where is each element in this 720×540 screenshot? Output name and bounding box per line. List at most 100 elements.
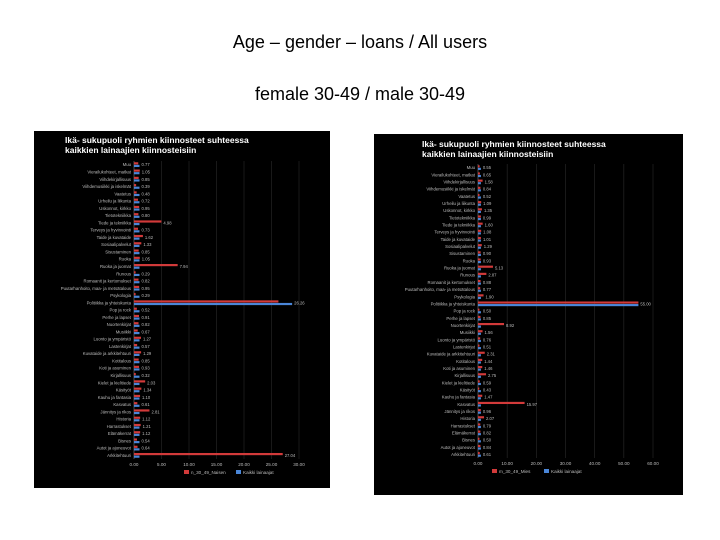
data-label: 0.99 bbox=[483, 215, 492, 220]
y-category-label: Koti ja asuminen bbox=[99, 366, 131, 371]
y-category-label: Tietotekniikka bbox=[105, 213, 132, 218]
bar-group bbox=[478, 186, 481, 189]
bar-all-users bbox=[478, 217, 481, 221]
bar-group bbox=[134, 213, 139, 216]
y-category-label: Viihdemusiikki ja iskelmät bbox=[426, 187, 475, 192]
y-category-label: Kotitalous bbox=[112, 358, 131, 363]
x-tick-label: 30.00 bbox=[293, 462, 305, 467]
data-label: 26.26 bbox=[294, 300, 305, 305]
bar-group bbox=[478, 301, 639, 304]
data-label: 0.73 bbox=[142, 228, 151, 233]
x-tick-label: 60.00 bbox=[647, 461, 659, 466]
data-label: 1.12 bbox=[142, 417, 151, 422]
y-category-label: Muu bbox=[123, 162, 132, 167]
data-label: 1.44 bbox=[484, 359, 493, 364]
y-category-label: Elämäkerrat bbox=[108, 431, 132, 436]
slide-subtitle: female 30-49 / male 30-49 bbox=[254, 84, 466, 104]
bar-group bbox=[134, 416, 141, 419]
bar-group bbox=[478, 193, 480, 197]
data-label: 0.88 bbox=[483, 280, 492, 285]
bar-group bbox=[134, 176, 139, 179]
data-label: 15.97 bbox=[527, 402, 538, 407]
data-label: 0.29 bbox=[142, 293, 151, 298]
y-category-label: Viihdemusiikki ja iskelmät bbox=[82, 184, 131, 189]
bar-all-users bbox=[134, 346, 140, 349]
bar-group bbox=[134, 358, 139, 361]
data-label: 0.54 bbox=[142, 438, 151, 443]
bar-all-users bbox=[478, 382, 481, 386]
bar-group bbox=[478, 401, 525, 405]
bar-all-users bbox=[134, 310, 140, 313]
data-label: 0.65 bbox=[483, 172, 492, 177]
bar-all-users bbox=[134, 419, 140, 422]
data-label: 1.58 bbox=[485, 180, 494, 185]
y-category-label: Sisustaminen bbox=[449, 251, 475, 256]
y-category-label: Autot ja ajoneuvot bbox=[441, 445, 476, 450]
bar-all-users bbox=[134, 172, 140, 175]
bar-all-users bbox=[134, 368, 140, 371]
bar-all-users bbox=[478, 210, 481, 213]
bar-group bbox=[478, 380, 480, 383]
bar-all-users bbox=[478, 232, 481, 235]
y-category-label: Bisnes bbox=[118, 438, 131, 443]
bar-all-users bbox=[134, 441, 140, 444]
bar-group bbox=[478, 351, 485, 354]
y-category-label: Tiede ja tekniikka bbox=[442, 223, 476, 228]
bar-group bbox=[134, 307, 137, 310]
bar-group bbox=[134, 423, 141, 427]
bar-all-users bbox=[478, 404, 481, 407]
bar-all-users bbox=[478, 196, 481, 199]
bar-all-users bbox=[478, 203, 481, 206]
bar-group bbox=[478, 330, 483, 333]
y-category-label: Luonto ja ympäristö bbox=[94, 337, 132, 342]
y-category-label: Muu bbox=[467, 165, 476, 170]
bar-group bbox=[134, 242, 142, 245]
data-label: 0.43 bbox=[483, 387, 492, 392]
bar-group bbox=[478, 236, 481, 240]
data-label: 1.33 bbox=[143, 242, 152, 247]
bar-group bbox=[478, 423, 481, 426]
bar-all-users bbox=[478, 361, 481, 364]
y-category-label: Sosiaalipalvelut bbox=[445, 244, 476, 249]
bar-group bbox=[134, 394, 141, 398]
y-category-label: Elämäkerrat bbox=[452, 431, 476, 436]
data-label: 1.05 bbox=[142, 170, 151, 175]
bar-all-users bbox=[134, 281, 140, 284]
y-category-label: Historia bbox=[116, 417, 131, 422]
y-category-label: Autot ja ajoneuvot bbox=[97, 446, 132, 451]
bar-group bbox=[478, 172, 480, 175]
bar-all-users bbox=[478, 440, 481, 443]
y-category-label: Sisustaminen bbox=[105, 249, 131, 254]
legend-label-group: n_30_49_Naisen bbox=[191, 470, 226, 475]
y-category-label: Viihdekirjallisuus bbox=[443, 180, 475, 185]
bar-group bbox=[478, 358, 483, 361]
bar-group bbox=[478, 251, 481, 254]
bar-all-users bbox=[478, 375, 481, 378]
y-category-label: Perhe ja lapset bbox=[446, 316, 475, 321]
y-category-label: Pop ja rock bbox=[454, 309, 476, 314]
bar-all-users bbox=[134, 164, 140, 168]
y-category-label: Viihdekirjallisuus bbox=[99, 177, 131, 182]
bar-all-users bbox=[134, 244, 140, 247]
bar-group bbox=[134, 227, 139, 230]
x-tick-label: 15.00 bbox=[211, 462, 223, 467]
bar-all-users bbox=[478, 174, 481, 178]
data-label: 1.29 bbox=[484, 244, 493, 249]
legend-swatch-group bbox=[492, 469, 497, 473]
bar-all-users bbox=[478, 296, 481, 300]
data-label: 8.92 bbox=[506, 323, 515, 328]
bar-group bbox=[478, 201, 482, 204]
data-label: 0.39 bbox=[142, 184, 151, 189]
bar-group bbox=[478, 179, 483, 182]
bar-group bbox=[478, 452, 480, 455]
bar-all-users bbox=[478, 189, 481, 192]
bar-group bbox=[134, 314, 140, 318]
legend-swatch-all bbox=[544, 469, 549, 473]
bar-group bbox=[134, 365, 140, 368]
y-category-label: Vierailukohteet, matkat bbox=[431, 172, 475, 177]
bar-group bbox=[134, 278, 139, 281]
bar-group bbox=[478, 215, 481, 218]
y-category-label: Kirjallisuus bbox=[110, 373, 131, 378]
data-label: 2.81 bbox=[151, 409, 160, 414]
y-category-label: Kasvatus bbox=[457, 402, 475, 407]
